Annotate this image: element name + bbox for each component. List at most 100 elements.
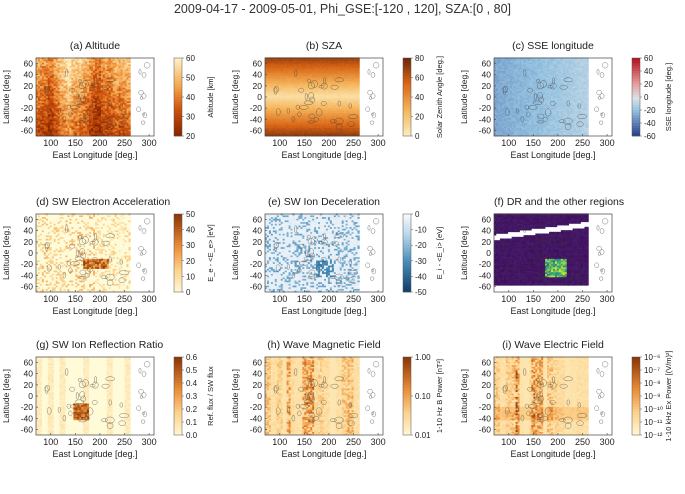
heatmap-cell: [99, 119, 101, 121]
heatmap-cell: [275, 131, 277, 133]
y-axis-label: Latitude [deg.]: [1, 70, 11, 124]
heatmap-cell: [69, 96, 71, 98]
heatmap-cell: [318, 72, 320, 74]
heatmap-cell: [352, 72, 354, 74]
heatmap-cell: [342, 96, 344, 98]
heatmap-cell: [109, 96, 111, 98]
heatmap-cell: [97, 72, 99, 74]
heatmap-cell: [83, 84, 85, 86]
heatmap-cell: [344, 119, 346, 121]
heatmap-cell: [306, 131, 308, 133]
heatmap-cell: [328, 61, 330, 63]
heatmap-cell: [354, 119, 356, 121]
contour-line: [370, 121, 374, 125]
heatmap-cell: [66, 131, 68, 133]
heatmap-cell: [52, 61, 54, 63]
heatmap-cell: [60, 96, 62, 98]
heatmap-cell: [273, 84, 275, 86]
heatmap-cell: [125, 72, 127, 74]
heatmap-cell: [54, 84, 56, 86]
colorbar-tick-label: 0: [415, 132, 420, 141]
heatmap-cell: [267, 119, 269, 121]
heatmap-cell: [498, 84, 500, 86]
heatmap-cell: [273, 108, 275, 110]
heatmap-cell: [304, 119, 306, 121]
heatmap-cell: [346, 131, 348, 133]
contour-line: [139, 90, 144, 95]
heatmap-cell: [322, 61, 324, 63]
x-tick-label: 250: [346, 138, 361, 148]
heatmap-cell: [58, 72, 60, 74]
heatmap-cell: [46, 131, 48, 133]
heatmap-cell: [273, 61, 275, 63]
heatmap-cell: [52, 96, 54, 98]
heatmap-cell: [103, 61, 105, 63]
heatmap-cell: [332, 72, 334, 74]
heatmap-cell: [48, 131, 50, 133]
heatmap-cell: [348, 61, 350, 63]
heatmap-cell: [93, 131, 95, 133]
heatmap-cell: [87, 131, 89, 133]
heatmap-cell: [291, 108, 293, 110]
heatmap-cell: [113, 131, 115, 133]
heatmap-cell: [277, 131, 279, 133]
heatmap-cell: [109, 61, 111, 63]
heatmap-cell: [502, 84, 504, 86]
colorbar-segment: [403, 68, 411, 71]
colorbar-segment: [403, 89, 411, 92]
heatmap-cell: [62, 72, 64, 74]
heatmap-cell: [66, 61, 68, 63]
heatmap-cell: [281, 84, 283, 86]
colorbar-segment: [174, 123, 182, 126]
colorbar-segment: [174, 100, 182, 103]
heatmap-cell: [283, 131, 285, 133]
heatmap-cell: [50, 131, 52, 133]
heatmap-cell: [352, 131, 354, 133]
heatmap-cell: [322, 131, 324, 133]
colorbar-segment: [174, 58, 182, 61]
heatmap-cell: [115, 131, 117, 133]
heatmap-cell: [75, 61, 77, 63]
heatmap-cell: [326, 96, 328, 98]
heatmap-cell: [344, 96, 346, 98]
heatmap-cell: [95, 108, 97, 110]
heatmap-cell: [99, 72, 101, 74]
heatmap-cell: [46, 61, 48, 63]
y-tick-label: 20: [253, 81, 263, 91]
heatmap-cell: [293, 96, 295, 98]
heatmap-cell: [267, 84, 269, 86]
colorbar-tick-label: 60: [415, 74, 424, 83]
heatmap-cell: [271, 96, 273, 98]
heatmap-cell: [502, 72, 504, 74]
heatmap-cell: [67, 131, 69, 133]
heatmap-cell: [91, 119, 93, 121]
heatmap-cell: [115, 96, 117, 98]
heatmap-cell: [502, 131, 504, 133]
heatmap-cell: [58, 84, 60, 86]
colorbar-segment: [174, 115, 182, 118]
heatmap-cell: [289, 131, 291, 133]
heatmap-cell: [281, 131, 283, 133]
heatmap-cell: [42, 72, 44, 74]
heatmap-cell: [273, 119, 275, 121]
heatmap-cell: [113, 72, 115, 74]
heatmap-cell: [496, 96, 498, 98]
heatmap-cell: [285, 131, 287, 133]
heatmap-cell: [123, 108, 125, 110]
heatmap-cell: [328, 108, 330, 110]
colorbar-segment: [174, 94, 182, 97]
heatmap-cell: [71, 131, 73, 133]
heatmap-cell: [312, 84, 314, 86]
colorbar-segment: [403, 71, 411, 74]
y-tick-label: 40: [253, 70, 263, 80]
heatmap-cell: [87, 72, 89, 74]
heatmap-cell: [95, 131, 97, 133]
colorbar-segment: [174, 76, 182, 79]
colorbar-tick-label: 40: [415, 93, 424, 102]
heatmap-cell: [324, 96, 326, 98]
heatmap-cell: [46, 96, 48, 98]
heatmap-cell: [357, 96, 359, 98]
heatmap-cell: [287, 72, 289, 74]
